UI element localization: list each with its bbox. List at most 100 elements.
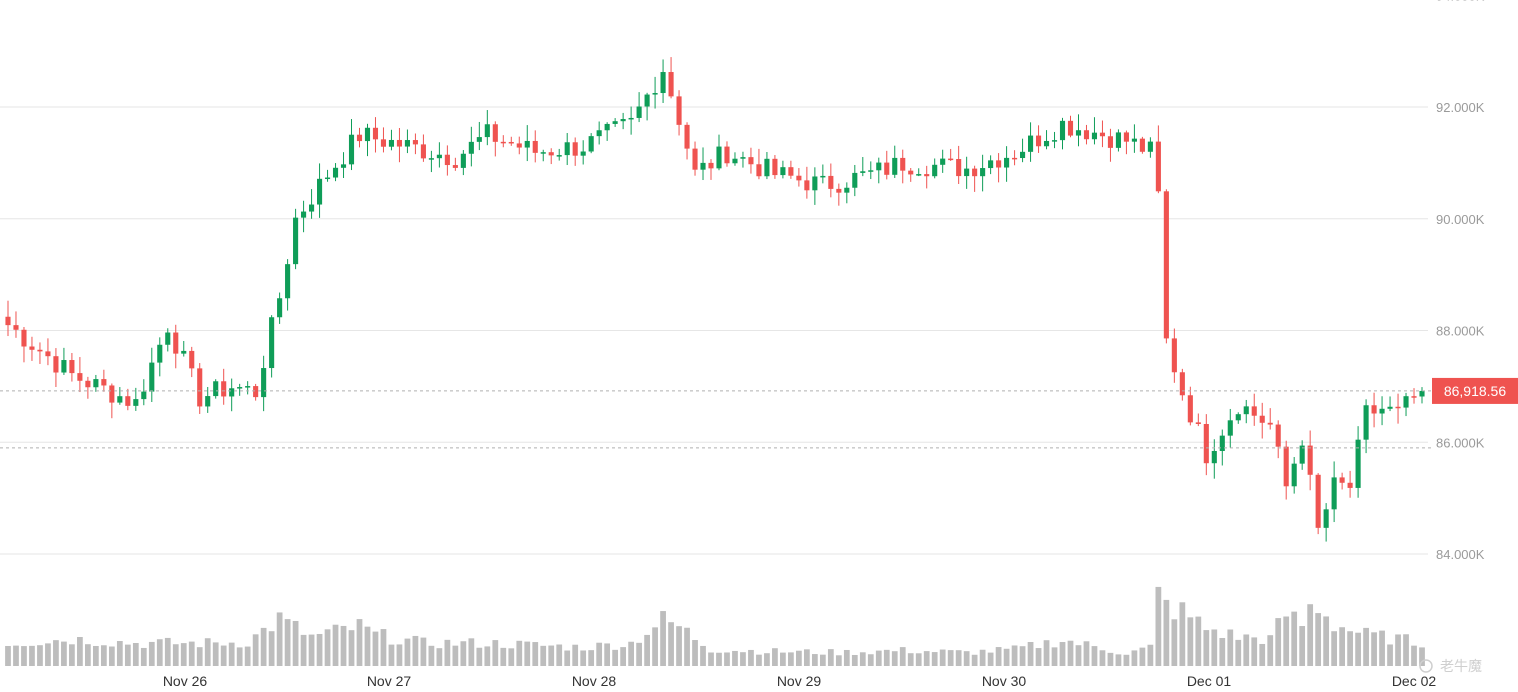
- candle: [1067, 115, 1074, 138]
- candle-body: [668, 72, 674, 97]
- candle: [1259, 402, 1265, 439]
- candle: [628, 106, 634, 135]
- candle-body: [173, 332, 179, 354]
- volume-bar: [492, 640, 499, 666]
- volume-bar: [100, 645, 107, 666]
- candle-body: [548, 152, 554, 156]
- candle: [1323, 503, 1329, 542]
- candle: [452, 157, 458, 171]
- candle-body: [780, 167, 786, 176]
- candle-body: [916, 174, 922, 176]
- candle: [293, 208, 299, 270]
- volume-bar: [340, 625, 347, 666]
- candle: [1004, 146, 1010, 182]
- candle-body: [364, 127, 371, 142]
- candle-body: [876, 162, 882, 171]
- candle: [652, 76, 658, 109]
- volume-bar: [588, 650, 595, 666]
- candle-body: [572, 142, 578, 156]
- candle: [245, 381, 251, 395]
- candle-body: [1371, 405, 1377, 414]
- volume-bar: [332, 624, 339, 666]
- candle: [844, 182, 850, 204]
- volume-bar: [452, 645, 459, 666]
- watermark: 老牛魔: [1419, 659, 1482, 675]
- volume-bar: [732, 650, 738, 666]
- volume-bar: [764, 653, 770, 666]
- candle: [788, 160, 794, 179]
- candle: [932, 158, 938, 179]
- volume-bar: [1003, 648, 1010, 666]
- candle: [460, 150, 466, 176]
- candle-body: [1403, 396, 1409, 408]
- volume-bar: [108, 646, 115, 666]
- volume-bar: [1115, 654, 1122, 666]
- volume-bar: [1267, 635, 1274, 666]
- volume-bar: [228, 642, 235, 666]
- candle: [45, 338, 51, 366]
- candle: [484, 110, 490, 146]
- candle: [1283, 440, 1289, 500]
- candle-body: [1027, 135, 1034, 152]
- volume-bar: [196, 647, 203, 666]
- x-tick-label: Nov 29: [777, 673, 822, 689]
- volume-bar: [636, 642, 642, 666]
- volume-bar: [1419, 647, 1425, 666]
- candle-body: [988, 160, 994, 169]
- volume-bar: [564, 650, 571, 666]
- candle-body: [764, 158, 770, 177]
- volume-bar: [1019, 646, 1026, 666]
- candle-body: [61, 360, 67, 373]
- candle: [5, 300, 11, 337]
- volume-bar: [156, 639, 163, 666]
- volume-bar: [532, 642, 539, 666]
- candle: [1331, 461, 1337, 523]
- candle: [229, 378, 235, 412]
- candle-body: [772, 158, 778, 176]
- candle: [109, 383, 115, 419]
- candle-body: [620, 119, 626, 122]
- candle: [181, 340, 187, 357]
- candle-body: [1107, 136, 1114, 148]
- volume-bar: [1235, 639, 1242, 666]
- candle: [772, 155, 778, 179]
- candle-body: [53, 356, 59, 373]
- candle: [396, 127, 403, 163]
- candle: [1099, 120, 1106, 148]
- candle-body: [205, 396, 211, 407]
- candle: [756, 148, 762, 180]
- candle: [1163, 189, 1169, 344]
- candle-body: [1115, 132, 1121, 148]
- volume-bar: [580, 650, 587, 666]
- candle: [1355, 426, 1361, 498]
- candle: [1395, 393, 1401, 424]
- volume-bar: [124, 644, 131, 666]
- candle: [29, 336, 35, 361]
- candle: [900, 149, 906, 184]
- candle-body: [1339, 477, 1345, 483]
- candle: [508, 136, 514, 146]
- candle-body: [1043, 140, 1050, 147]
- volume-bar: [676, 626, 682, 666]
- x-tick-label: Nov 26: [163, 673, 208, 689]
- candle: [1043, 130, 1050, 150]
- candle: [301, 200, 307, 233]
- candle-body: [404, 140, 410, 147]
- volume-bar: [899, 647, 906, 666]
- candle-body: [356, 134, 363, 142]
- candle-body: [388, 139, 395, 147]
- volume-bar: [724, 652, 730, 666]
- candle-body: [117, 396, 123, 403]
- watermark-icon: [1419, 659, 1433, 673]
- candle: [1339, 472, 1345, 490]
- candle: [500, 135, 506, 148]
- candle-body: [285, 264, 291, 299]
- candle-body: [796, 175, 802, 181]
- candle: [764, 152, 770, 180]
- candle: [780, 160, 786, 179]
- candle: [1123, 130, 1129, 155]
- candle-body: [604, 123, 610, 131]
- volume-bar: [1347, 631, 1353, 666]
- candle-body: [1419, 390, 1425, 397]
- candle: [1179, 368, 1185, 401]
